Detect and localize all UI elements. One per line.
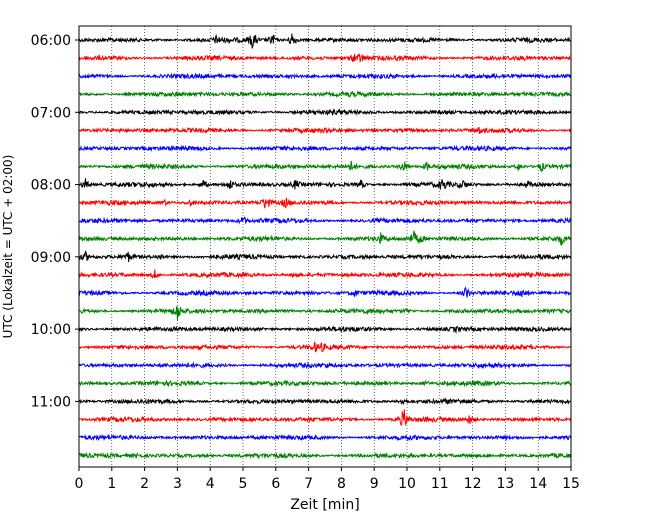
trace-line — [78, 197, 572, 209]
trace-line — [78, 409, 572, 427]
x-axis-label: Zeit [min] — [290, 497, 359, 513]
trace-line — [78, 286, 572, 298]
x-tick-label: 11 — [431, 476, 449, 492]
x-tick-label: 5 — [239, 476, 248, 492]
trace-line — [78, 90, 571, 99]
x-tick-label: 8 — [337, 476, 346, 492]
x-tick-label: 1 — [107, 476, 116, 492]
trace-line — [78, 126, 572, 135]
trace-line — [78, 53, 572, 63]
trace-line — [78, 397, 572, 406]
trace-line — [78, 178, 572, 191]
x-tick-label: 2 — [140, 476, 149, 492]
x-tick-label: 0 — [75, 476, 84, 492]
trace-line — [78, 216, 572, 225]
y-tick-label: 09:00 — [31, 250, 71, 266]
trace-line — [78, 144, 572, 153]
y-axis-ticks: 06:00 07:00 08:00 09:00 10:00 11:00 — [31, 33, 79, 410]
trace-line — [78, 250, 572, 263]
trace-line — [78, 433, 572, 442]
y-tick-label: 08:00 — [31, 178, 71, 194]
y-tick-label: 10:00 — [31, 322, 71, 338]
trace-line — [78, 160, 572, 173]
x-axis-ticks: 0 1 2 3 4 5 6 7 8 9 10 11 12 13 14 15 — [75, 467, 580, 492]
y-tick-label: 06:00 — [31, 33, 71, 49]
trace-line — [78, 72, 572, 81]
x-tick-label: 7 — [304, 476, 313, 492]
trace-line — [78, 451, 572, 460]
trace-line — [78, 269, 572, 280]
trace-line — [78, 230, 572, 246]
x-tick-label: 9 — [370, 476, 379, 492]
y-axis-label: UTC (Lokalzeit = UTC + 02:00) — [1, 155, 15, 339]
trace-line — [78, 361, 572, 370]
x-tick-label: 10 — [398, 476, 416, 492]
x-tick-label: 13 — [496, 476, 514, 492]
seismogram-traces — [78, 33, 572, 460]
x-tick-label: 12 — [464, 476, 482, 492]
trace-line — [78, 33, 572, 49]
y-tick-label: 11:00 — [31, 394, 71, 410]
x-tick-label: 14 — [529, 476, 547, 492]
x-tick-label: 6 — [271, 476, 280, 492]
x-tick-label: 15 — [562, 476, 580, 492]
trace-line — [78, 306, 572, 321]
y-tick-label: 07:00 — [31, 105, 71, 121]
x-tick-label: 4 — [206, 476, 215, 492]
x-tick-label: 3 — [173, 476, 182, 492]
trace-line — [78, 108, 572, 117]
trace-line — [78, 341, 572, 353]
trace-line — [78, 379, 572, 388]
plot-frame — [78, 25, 572, 468]
trace-line — [79, 325, 572, 334]
